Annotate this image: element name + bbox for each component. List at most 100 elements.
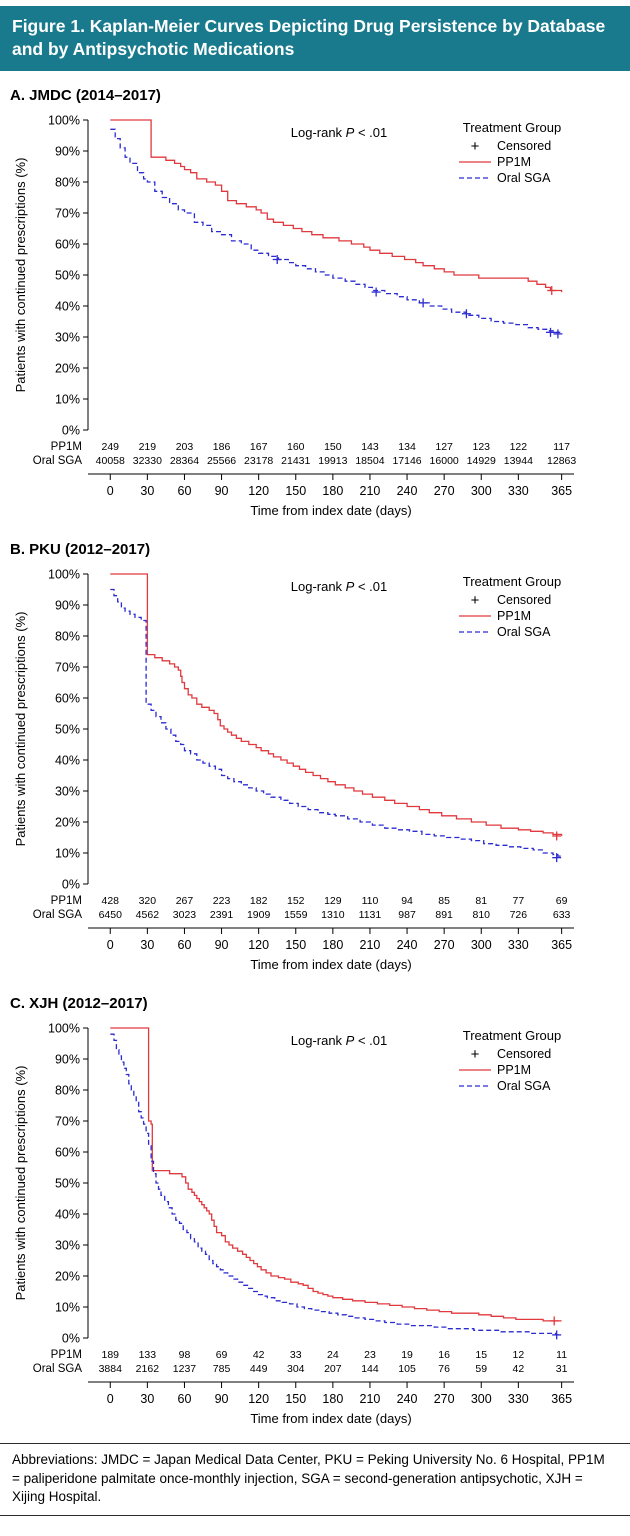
y-tick-labels: 0% 10% 20% 30% 40% 50% 60% 70% 80% 90% 100% bbox=[48, 568, 80, 892]
svg-text:90: 90 bbox=[215, 484, 229, 498]
risk-count: 16000 bbox=[430, 455, 459, 467]
censored-plus-icon: + bbox=[471, 138, 480, 155]
risk-count: 134 bbox=[398, 441, 416, 453]
svg-text:240: 240 bbox=[397, 1392, 418, 1406]
risk-count: 11 bbox=[556, 1349, 567, 1361]
censor-mark bbox=[272, 255, 282, 265]
risk-count: 449 bbox=[250, 1363, 268, 1375]
risk-count: 1909 bbox=[247, 909, 271, 921]
risk-count: 891 bbox=[435, 909, 453, 921]
figure-page: Figure 1. Kaplan-Meier Curves Depicting … bbox=[0, 6, 630, 1517]
risk-count: 18504 bbox=[355, 455, 384, 467]
risk-count: 81 bbox=[475, 895, 487, 907]
svg-text:70%: 70% bbox=[55, 207, 80, 221]
panel-a-heading: A. JMDC (2014–2017) bbox=[10, 87, 161, 105]
risk-table-row: PP1M 249 219 203 186 167 160 150 143 134 127 123 122… bbox=[51, 441, 570, 453]
risk-count: 33 bbox=[290, 1349, 302, 1361]
svg-text:80%: 80% bbox=[55, 630, 80, 644]
legend-censored-label: Censored bbox=[497, 593, 551, 607]
risk-count: 129 bbox=[324, 895, 342, 907]
x-axis bbox=[88, 473, 574, 481]
figure-title-bar: Figure 1. Kaplan-Meier Curves Depicting … bbox=[0, 6, 630, 72]
svg-text:90%: 90% bbox=[55, 1053, 80, 1067]
figure-title: Figure 1. Kaplan-Meier Curves Depicting … bbox=[12, 16, 606, 60]
svg-text:50%: 50% bbox=[55, 723, 80, 737]
legend-entry-label: PP1M bbox=[497, 155, 531, 169]
risk-count: 85 bbox=[438, 895, 450, 907]
risk-table-row: PP1M 189 133 98 69 42 33 24 23 19 16 15 12 11 bbox=[51, 1349, 568, 1361]
risk-count: 25566 bbox=[207, 455, 236, 467]
svg-text:30%: 30% bbox=[55, 785, 80, 799]
series-curve-pp1m bbox=[110, 573, 563, 837]
svg-text:270: 270 bbox=[434, 938, 455, 952]
risk-count: 207 bbox=[324, 1363, 342, 1375]
svg-text:50%: 50% bbox=[55, 1177, 80, 1191]
legend-entry-label: Oral SGA bbox=[497, 1079, 551, 1093]
censor-mark bbox=[547, 286, 557, 296]
risk-count: 77 bbox=[513, 895, 525, 907]
svg-text:0: 0 bbox=[107, 938, 114, 952]
svg-text:180: 180 bbox=[322, 484, 343, 498]
svg-text:30: 30 bbox=[140, 484, 154, 498]
svg-text:60%: 60% bbox=[55, 1146, 80, 1160]
risk-count: 42 bbox=[253, 1349, 265, 1361]
risk-count: 785 bbox=[213, 1363, 231, 1375]
censor-mark bbox=[546, 328, 556, 338]
risk-count: 15 bbox=[475, 1349, 487, 1361]
risk-count: 6450 bbox=[99, 909, 123, 921]
svg-text:100%: 100% bbox=[48, 114, 80, 128]
risk-count: 2391 bbox=[210, 909, 234, 921]
risk-count: 1131 bbox=[359, 909, 382, 921]
svg-text:210: 210 bbox=[360, 484, 381, 498]
abbreviations-footnote: Abbreviations: JMDC = Japan Medical Data… bbox=[0, 1443, 630, 1517]
svg-text:20%: 20% bbox=[55, 1270, 80, 1284]
risk-table-row: PP1M 428 320 267 223 182 152 129 110 94 85 81 77 69 bbox=[51, 895, 568, 907]
risk-count: 24 bbox=[327, 1349, 339, 1361]
risk-count: 144 bbox=[361, 1363, 379, 1375]
x-axis bbox=[88, 927, 574, 935]
svg-text:10%: 10% bbox=[55, 847, 80, 861]
risk-count: 23178 bbox=[244, 455, 273, 467]
logrank-annotation: Log-rank P < .01 bbox=[291, 125, 387, 140]
km-chart-svg: 0% 10% 20% 30% 40% 50% 60% 70% 80% 90% 100% Patient… bbox=[13, 114, 577, 519]
risk-count: 219 bbox=[139, 441, 157, 453]
svg-text:40%: 40% bbox=[55, 1208, 80, 1222]
x-axis-title: Time from index date (days) bbox=[250, 957, 411, 972]
censor-mark bbox=[553, 329, 563, 339]
x-tick-labels: 0 30 60 90 120 150 180 210 240 270 300 330 365 bbox=[107, 1392, 572, 1406]
svg-text:365: 365 bbox=[551, 938, 572, 952]
svg-text:20%: 20% bbox=[55, 362, 80, 376]
risk-count: 987 bbox=[398, 909, 416, 921]
risk-row-label: Oral SGA bbox=[33, 455, 83, 467]
risk-count: 42 bbox=[513, 1363, 525, 1375]
svg-text:60: 60 bbox=[178, 1392, 192, 1406]
svg-text:90: 90 bbox=[215, 938, 229, 952]
risk-row-label: PP1M bbox=[51, 441, 82, 453]
risk-table-row: Oral SGA 40058 32330 28364 25566 23178 21431 19… bbox=[33, 455, 577, 467]
risk-count: 127 bbox=[435, 441, 453, 453]
x-tick-labels: 0 30 60 90 120 150 180 210 240 270 300 330 365 bbox=[107, 938, 572, 952]
censor-mark bbox=[418, 298, 428, 308]
legend: Treatment Group + Censored PP1M Oral SGA bbox=[459, 120, 561, 185]
legend-title: Treatment Group bbox=[463, 120, 562, 135]
y-axis bbox=[83, 1027, 89, 1339]
risk-count: 2162 bbox=[136, 1363, 160, 1375]
risk-count: 1310 bbox=[321, 909, 345, 921]
censor-mark bbox=[552, 853, 562, 863]
risk-count: 143 bbox=[361, 441, 379, 453]
svg-text:150: 150 bbox=[285, 938, 306, 952]
panel-b-pku: B. PKU (2012–2017) 0% 10% 20% 30% 40% 50% 60% 7… bbox=[0, 541, 630, 979]
y-axis bbox=[83, 573, 89, 885]
svg-text:0%: 0% bbox=[62, 878, 80, 892]
risk-count: 94 bbox=[401, 895, 413, 907]
svg-text:10%: 10% bbox=[55, 393, 80, 407]
svg-text:180: 180 bbox=[322, 938, 343, 952]
svg-text:30%: 30% bbox=[55, 331, 80, 345]
risk-count: 133 bbox=[139, 1349, 157, 1361]
svg-text:120: 120 bbox=[248, 938, 269, 952]
svg-text:60: 60 bbox=[178, 484, 192, 498]
risk-count: 31 bbox=[556, 1363, 568, 1375]
svg-text:20%: 20% bbox=[55, 816, 80, 830]
svg-text:80%: 80% bbox=[55, 176, 80, 190]
censor-mark bbox=[552, 831, 562, 841]
